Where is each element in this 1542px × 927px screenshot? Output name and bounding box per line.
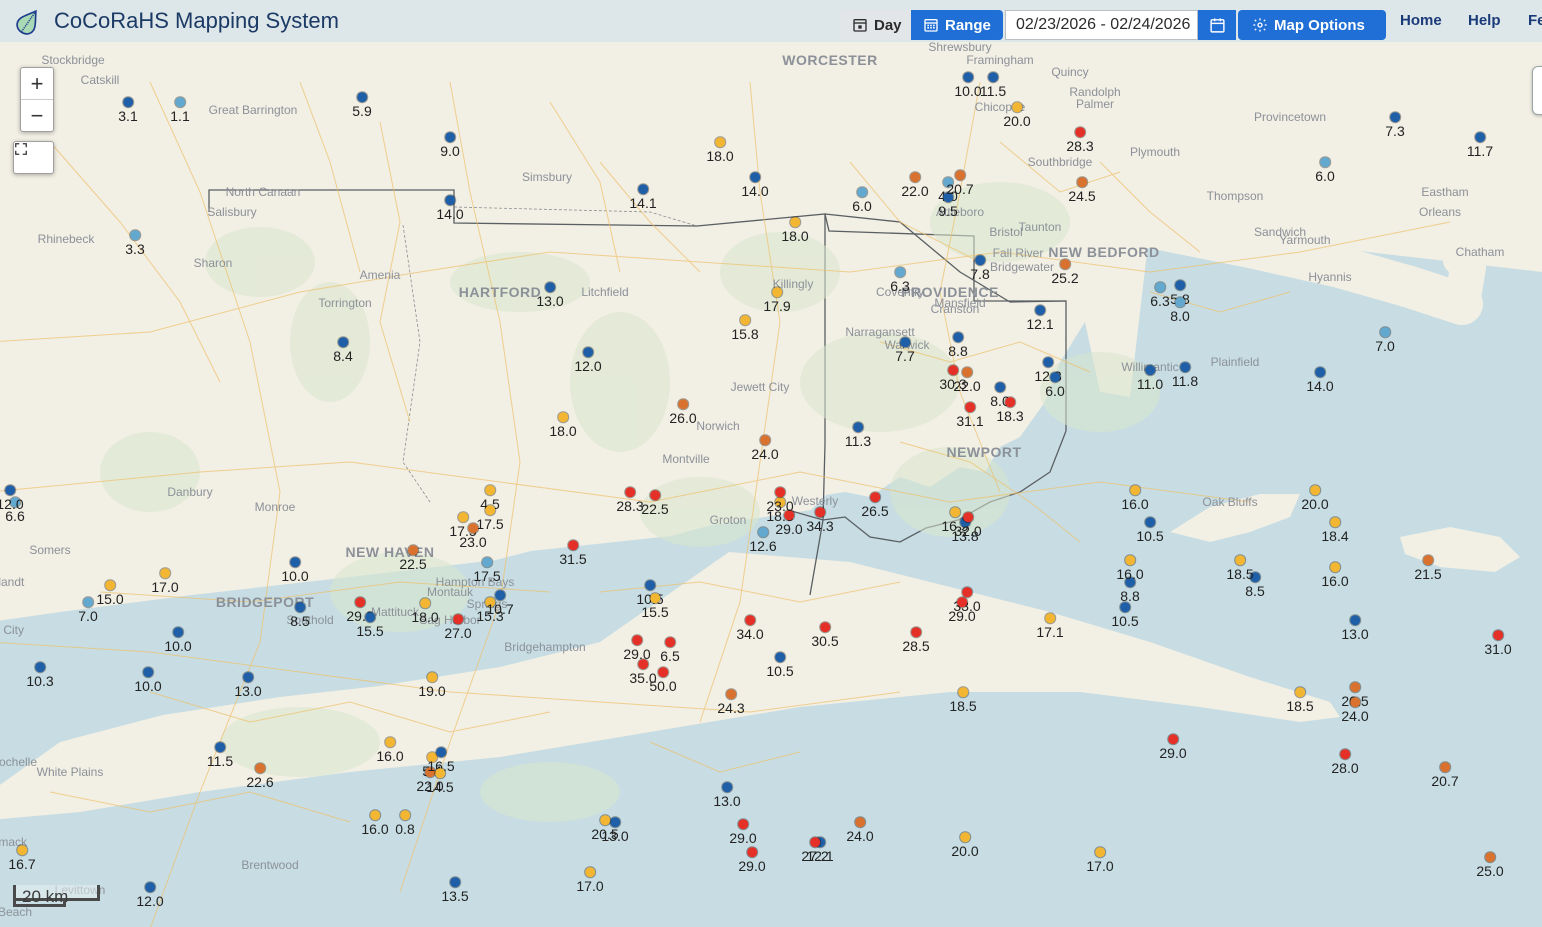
svg-text:CoCoRaHS: CoCoRaHS [14, 6, 21, 17]
